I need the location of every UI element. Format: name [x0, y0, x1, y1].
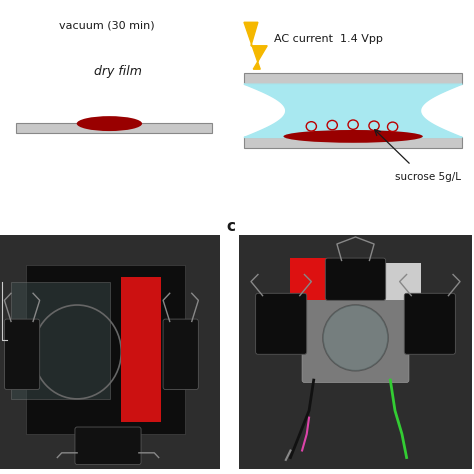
FancyBboxPatch shape — [27, 265, 185, 434]
FancyBboxPatch shape — [244, 73, 462, 84]
FancyBboxPatch shape — [239, 235, 472, 469]
Text: sucrose 5g/L: sucrose 5g/L — [395, 172, 461, 182]
FancyBboxPatch shape — [325, 258, 386, 301]
FancyBboxPatch shape — [255, 293, 307, 354]
Text: vacuum (30 min): vacuum (30 min) — [59, 20, 155, 30]
FancyBboxPatch shape — [244, 137, 462, 148]
FancyBboxPatch shape — [0, 235, 220, 469]
FancyBboxPatch shape — [4, 319, 40, 390]
Circle shape — [323, 305, 388, 371]
Text: dry film: dry film — [94, 65, 142, 78]
FancyBboxPatch shape — [291, 258, 332, 301]
Polygon shape — [244, 22, 267, 69]
Ellipse shape — [283, 130, 423, 143]
FancyBboxPatch shape — [302, 289, 409, 383]
Text: c: c — [227, 219, 236, 234]
FancyBboxPatch shape — [11, 282, 110, 399]
FancyBboxPatch shape — [404, 293, 456, 354]
Ellipse shape — [77, 116, 142, 131]
FancyBboxPatch shape — [16, 123, 212, 133]
FancyBboxPatch shape — [75, 427, 141, 465]
Polygon shape — [244, 84, 462, 137]
Text: AC current  1.4 Vpp: AC current 1.4 Vpp — [274, 34, 383, 45]
FancyBboxPatch shape — [163, 319, 199, 390]
FancyBboxPatch shape — [379, 263, 420, 301]
FancyBboxPatch shape — [121, 277, 161, 422]
